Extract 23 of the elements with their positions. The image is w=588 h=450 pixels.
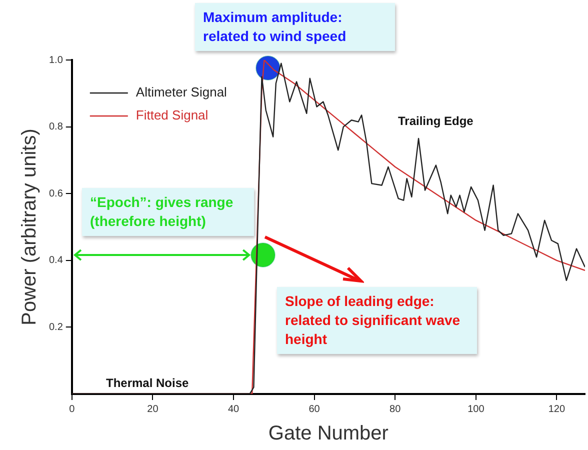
annotation: Thermal Noise xyxy=(106,376,189,390)
annotation: “Epoch”: gives range (therefore height) xyxy=(90,194,234,229)
y-tick-label: 0.6 xyxy=(48,188,64,200)
callout-box: Maximum amplitude: related to wind speed xyxy=(195,3,395,51)
x-tick-label: 60 xyxy=(308,404,320,415)
callout-box: “Epoch”: gives range (therefore height) xyxy=(82,188,254,236)
y-tick-label: 0.8 xyxy=(48,122,64,133)
x-axis-title: Gate Number xyxy=(268,422,389,445)
annotation: Trailing Edge xyxy=(398,114,474,128)
annotation: Slope of leading edge: related to significant wave height xyxy=(285,293,460,347)
x-tick-label: 80 xyxy=(390,404,402,415)
x-tick-label: 40 xyxy=(228,404,240,415)
x-tick-label: 0 xyxy=(69,404,76,415)
x-tick-label: 100 xyxy=(468,404,485,415)
y-tick-label: 1.0 xyxy=(48,54,64,66)
x-tick-label: 20 xyxy=(147,404,159,415)
callout-box: Slope of leading edge: related to significant wave height xyxy=(277,287,477,354)
y-axis-title: Power (arbitrary units) xyxy=(18,128,41,326)
x-tick-label: 120 xyxy=(548,404,566,415)
y-tick-label: 0.2 xyxy=(48,322,64,333)
y-tick-label: 0.4 xyxy=(48,255,64,266)
legend-label: Fitted Signal xyxy=(136,108,208,123)
legend-label: Altimeter Signal xyxy=(136,84,228,100)
